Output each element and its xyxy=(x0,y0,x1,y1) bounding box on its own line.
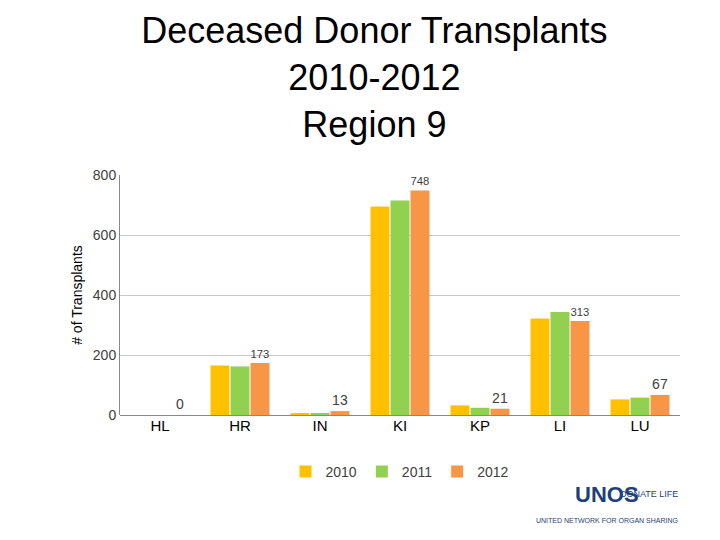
svg-text:0: 0 xyxy=(108,407,116,423)
svg-text:13: 13 xyxy=(332,392,348,408)
svg-text:LI: LI xyxy=(554,417,567,434)
svg-text:800: 800 xyxy=(93,167,117,183)
svg-text:2010: 2010 xyxy=(326,464,357,480)
svg-text:0: 0 xyxy=(176,396,184,412)
svg-text:748: 748 xyxy=(411,175,430,187)
svg-text:313: 313 xyxy=(571,306,590,318)
svg-text:400: 400 xyxy=(93,287,117,303)
svg-text:200: 200 xyxy=(93,347,117,363)
svg-text:DONATE LIFE: DONATE LIFE xyxy=(620,489,678,499)
svg-text:173: 173 xyxy=(251,348,270,360)
svg-text:IN: IN xyxy=(313,417,328,434)
svg-text:HR: HR xyxy=(229,417,251,434)
svg-text:# of Transplants: # of Transplants xyxy=(69,245,85,345)
svg-text:600: 600 xyxy=(93,227,117,243)
svg-text:KP: KP xyxy=(470,417,490,434)
svg-text:KI: KI xyxy=(393,417,407,434)
svg-text:2011: 2011 xyxy=(402,464,432,480)
svg-text:UNOS: UNOS xyxy=(575,482,639,507)
svg-text:LU: LU xyxy=(630,417,649,434)
svg-text:HL: HL xyxy=(150,417,169,434)
svg-text:Deceased Donor Transplants2010: Deceased Donor Transplants2010-2012Regio… xyxy=(141,10,607,145)
svg-text:21: 21 xyxy=(492,390,508,406)
svg-text:67: 67 xyxy=(652,376,668,392)
svg-text:2012: 2012 xyxy=(477,464,508,480)
svg-text:UNITED NETWORK FOR ORGAN SHARI: UNITED NETWORK FOR ORGAN SHARING xyxy=(536,517,678,524)
